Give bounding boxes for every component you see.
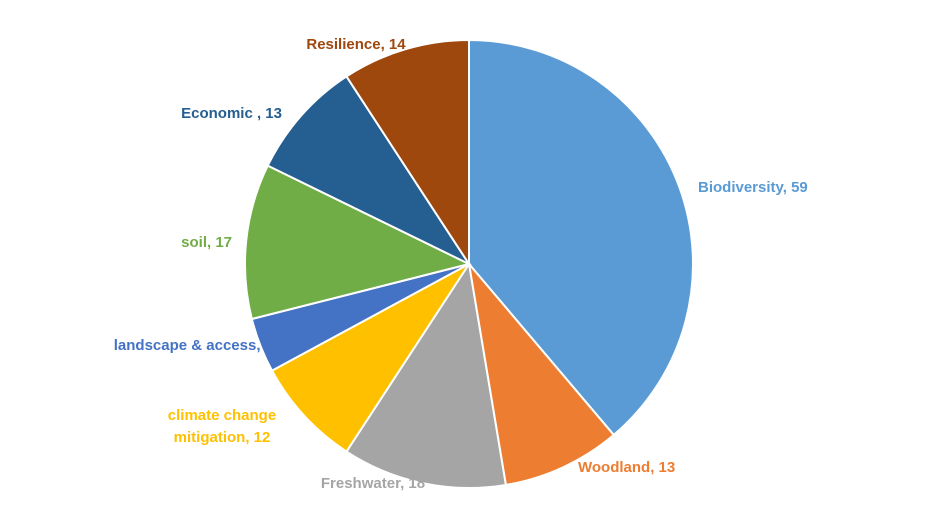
slice-label-4: landscape & access, 6	[114, 337, 273, 354]
pie-slice-2	[345, 261, 508, 489]
slice-label-line: soil, 17	[181, 234, 232, 251]
slice-label-1: Woodland, 13	[578, 459, 675, 476]
slice-label-line: Freshwater, 18	[321, 475, 425, 492]
pie-slice-5	[244, 164, 472, 321]
pie-slice-6	[266, 75, 472, 267]
slice-label-line: landscape & access, 6	[114, 337, 273, 354]
slice-label-2: Freshwater, 18	[321, 475, 425, 492]
slice-label-0: Biodiversity, 59	[698, 179, 808, 196]
pie-labels: Biodiversity, 59 Woodland, 13 Freshwater, …	[114, 36, 808, 492]
slice-label-7: Resilience, 14	[306, 36, 406, 53]
pie-slices	[244, 38, 694, 489]
pie-slice-3	[270, 263, 470, 453]
slice-label-line: Economic , 13	[181, 105, 282, 122]
slice-label-line: climate change	[168, 407, 276, 424]
slice-label-5: soil, 17	[181, 234, 232, 251]
slice-label-line: Biodiversity, 59	[698, 179, 808, 196]
pie-slice-0	[468, 38, 694, 437]
slice-label-line: mitigation, 12	[174, 429, 271, 446]
slice-label-6: Economic , 13	[181, 105, 282, 122]
slice-label-line: Woodland, 13	[578, 459, 675, 476]
slice-label-3: climate change mitigation, 12	[168, 407, 276, 446]
slice-label-line: Resilience, 14	[306, 36, 406, 53]
pie-slice-7	[345, 38, 470, 268]
pie-slice-1	[467, 260, 616, 487]
